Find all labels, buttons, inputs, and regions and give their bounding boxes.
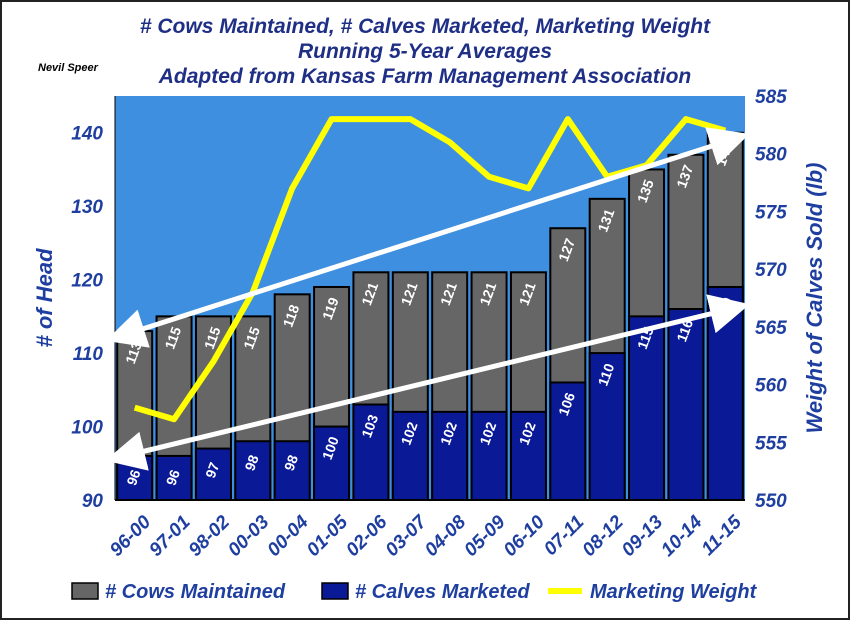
x-tick-label: 97-01 bbox=[145, 512, 194, 561]
y2-tick-label: 565 bbox=[755, 318, 787, 339]
y2-axis-title: Weight of Calves Sold (lb) bbox=[802, 163, 827, 434]
y2-tick-label: 570 bbox=[755, 260, 787, 281]
legend-swatch-cows bbox=[71, 582, 99, 600]
x-tick-label: 05-09 bbox=[460, 511, 510, 561]
legend-label-weight: Marketing Weight bbox=[590, 581, 758, 603]
x-tick-label: 00-03 bbox=[224, 511, 274, 561]
y2-tick-label: 555 bbox=[755, 433, 787, 454]
x-tick-label: 11-15 bbox=[698, 511, 747, 560]
x-tick-label: 98-02 bbox=[185, 511, 235, 561]
x-tick-label: 02-06 bbox=[342, 511, 392, 561]
chart-title-line-3: Adapted from Kansas Farm Management Asso… bbox=[158, 65, 692, 88]
y-axis-title: # of Head bbox=[32, 248, 57, 348]
x-tick-label: 09-13 bbox=[618, 511, 668, 561]
y-tick-label: 140 bbox=[71, 124, 103, 145]
author-credit: Nevil Speer bbox=[38, 62, 98, 74]
data-label-calves: 96 bbox=[163, 467, 183, 487]
y2-tick-label: 550 bbox=[755, 491, 787, 512]
x-tick-label: 08-12 bbox=[579, 511, 629, 561]
x-tick-label: 01-05 bbox=[303, 511, 353, 561]
x-tick-label: 96-00 bbox=[106, 511, 156, 561]
legend-label-calves: # Calves Marketed bbox=[355, 581, 530, 603]
legend-swatch-calves bbox=[321, 582, 349, 600]
x-tick-label: 03-07 bbox=[382, 511, 432, 561]
x-tick-label: 10-14 bbox=[657, 511, 707, 561]
x-tick-label: 07-11 bbox=[540, 512, 588, 560]
x-tick-label: 00-04 bbox=[264, 511, 314, 561]
y-tick-label: 90 bbox=[82, 491, 104, 512]
y-tick-label: 100 bbox=[71, 418, 103, 439]
y-tick-label: 110 bbox=[73, 344, 104, 365]
y-tick-label: 120 bbox=[71, 271, 103, 292]
y2-tick-label: 585 bbox=[755, 87, 787, 108]
data-label-calves: 96 bbox=[123, 467, 143, 487]
y2-tick-label: 560 bbox=[755, 376, 787, 397]
chart-title-line-2: Running 5-Year Averages bbox=[297, 40, 553, 63]
trend-arrow-calves bbox=[105, 294, 750, 471]
y2-tick-label: 580 bbox=[755, 145, 787, 166]
y-tick-label: 130 bbox=[71, 197, 103, 218]
x-tick-label: 04-08 bbox=[421, 511, 471, 561]
x-tick-label: 06-10 bbox=[500, 511, 550, 561]
legend-label-cows: # Cows Maintained bbox=[105, 581, 286, 603]
chart-title-line-1: # Cows Maintained, # Calves Marketed, Ma… bbox=[139, 15, 711, 38]
y2-tick-label: 575 bbox=[755, 202, 787, 223]
